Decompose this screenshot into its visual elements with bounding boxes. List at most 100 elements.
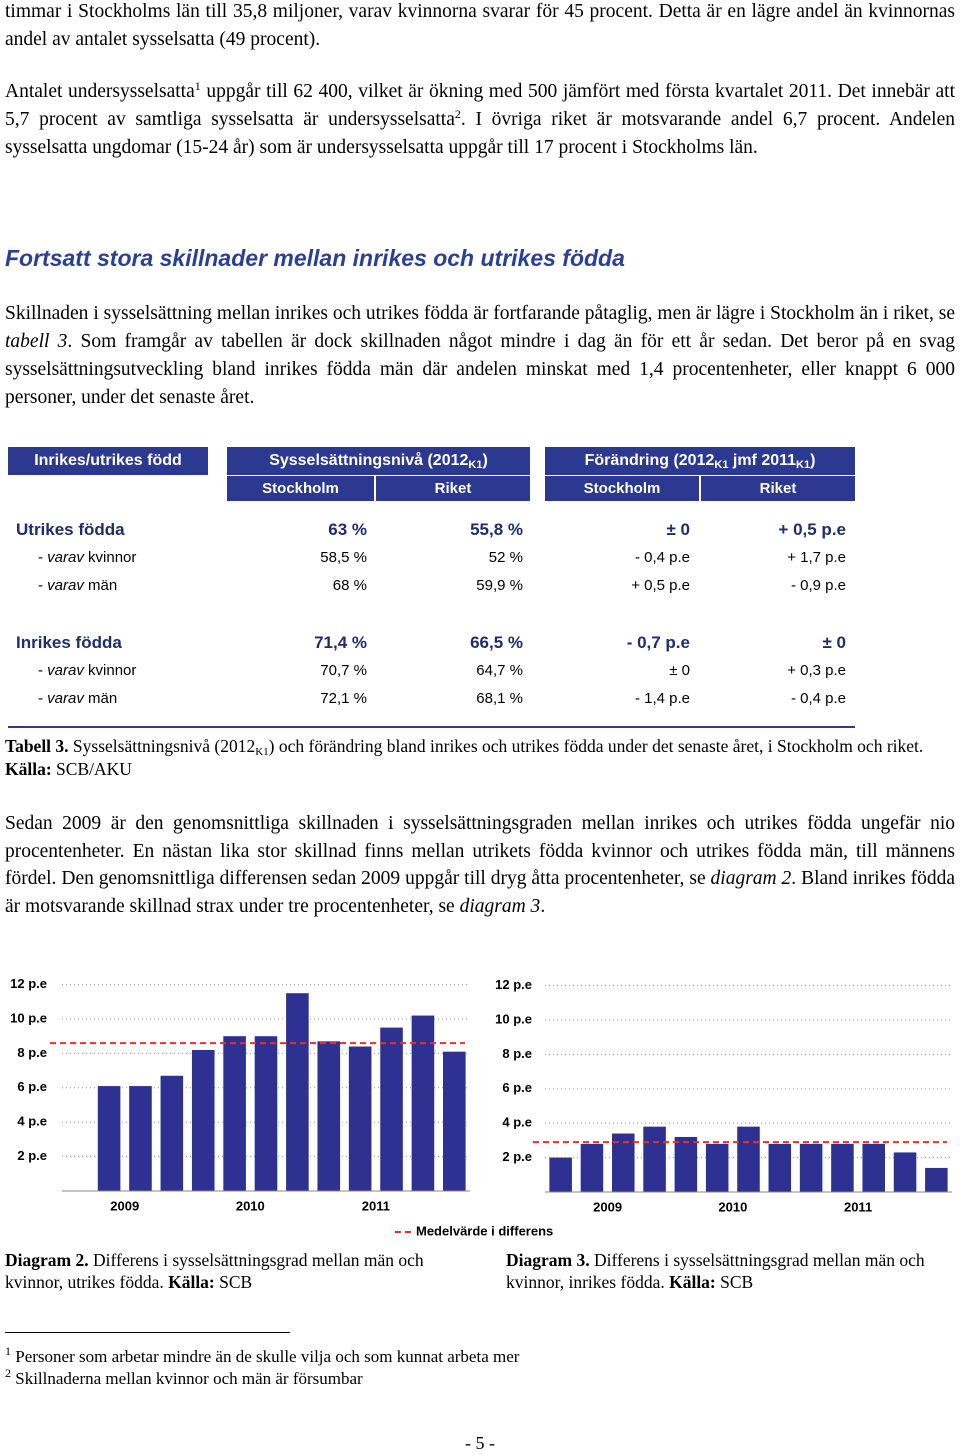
- text: . Som framgår av tabellen är dock skilln…: [5, 331, 955, 408]
- y-tick-label: 6 p.e: [502, 1080, 532, 1095]
- cell-value: - 0,4 p.e: [790, 690, 846, 707]
- text: Sysselsättningsnivå (2012: [68, 736, 256, 756]
- reference: diagram 3: [459, 895, 541, 917]
- text: Inrikes/utrikes född: [34, 452, 182, 469]
- cell-value: 52 %: [488, 549, 523, 566]
- bar: [893, 1152, 917, 1192]
- bar: [380, 1027, 403, 1191]
- text: kvinnor: [83, 549, 137, 566]
- cell-value: 63 %: [328, 520, 367, 539]
- row-label: - varav män: [38, 688, 117, 710]
- cell-value: 66,5 %: [470, 633, 523, 652]
- bar: [129, 1086, 152, 1191]
- footnote-rule: [5, 1332, 290, 1333]
- text: timmar i Stockholms län till 35,8 miljon…: [5, 1, 955, 50]
- cell-value: ± 0: [822, 633, 846, 652]
- text: -: [38, 549, 48, 566]
- subscript: K1: [796, 459, 811, 471]
- header-cell: Inrikes/utrikes född: [8, 447, 208, 475]
- text: Sedan 2009 är den genomsnittliga skillna…: [5, 813, 955, 889]
- x-tick-label: 2010: [236, 1198, 265, 1213]
- y-tick-label: 4 p.e: [17, 1114, 47, 1129]
- cell-value: + 0,3 p.e: [787, 662, 846, 679]
- table: Inrikes/utrikes född Sysselsättningsnivå…: [0, 447, 960, 737]
- bar: [286, 993, 309, 1191]
- text: Diagram 3.: [506, 1250, 590, 1270]
- charts: 2 p.e 4 p.e 6 p.e 8 p.e 10 p.e 12 p.e 2009 2010…: [10, 976, 952, 1238]
- text: Utrikes födda: [16, 520, 125, 539]
- bar: [611, 1133, 635, 1192]
- row-label: - varav kvinnor: [38, 547, 136, 569]
- text: Tabell 3.: [5, 736, 69, 756]
- text: . I övriga riket är motsvarande andel 6,…: [5, 109, 955, 158]
- cell-value: 55,8 %: [470, 520, 523, 539]
- text: Källa:: [168, 1272, 215, 1292]
- cell-value: - 0,9 p.e: [790, 577, 846, 594]
- text: varav: [47, 549, 84, 566]
- bar: [223, 1036, 246, 1191]
- bar: [254, 1036, 278, 1191]
- legend-label: Medelvärde i differens: [416, 1223, 553, 1238]
- footnote-number: 2: [5, 1366, 11, 1380]
- y-tick-label: 8 p.e: [502, 1046, 532, 1061]
- reference: tabell 3: [5, 331, 68, 352]
- bar: [862, 1143, 886, 1192]
- bar: [643, 1126, 666, 1192]
- text: Diagram 2.: [5, 1250, 89, 1270]
- paragraph: Antalet undersysselsatta1 uppgår till 62…: [5, 78, 955, 162]
- bar: [674, 1136, 698, 1192]
- text: Källa:: [669, 1272, 716, 1292]
- cell-value: 71,4 %: [314, 633, 367, 652]
- subheader-cell: Stockholm: [227, 476, 374, 501]
- text: varav: [47, 690, 84, 707]
- text: Inrikes födda: [16, 633, 122, 652]
- text: Källa:: [5, 759, 52, 779]
- y-tick-label: 10 p.e: [495, 1011, 532, 1026]
- text: Sysselsättningsnivå (2012: [269, 452, 469, 469]
- x-tick-label: 2010: [718, 1199, 747, 1214]
- subheader-cell: Riket: [376, 476, 530, 501]
- text: ) och förändring bland inrikes och utrik…: [268, 736, 924, 756]
- bar: [705, 1143, 729, 1192]
- text: -: [38, 662, 48, 679]
- text: . Bland inrikes födda är motsvarande ski…: [5, 868, 955, 917]
- y-tick-label: 2 p.e: [502, 1149, 532, 1164]
- bar: [97, 1086, 121, 1191]
- text: -: [38, 577, 48, 594]
- cell-value: - 0,4 p.e: [634, 549, 690, 566]
- text: varav: [47, 662, 84, 679]
- cell-value: + 1,7 p.e: [787, 549, 846, 566]
- subscript: K1: [714, 459, 729, 471]
- text: -: [38, 690, 48, 707]
- text: Skillnaderna mellan kvinnor och män är f…: [11, 1369, 363, 1388]
- text: män: [83, 690, 118, 707]
- x-tick-label: 2011: [362, 1198, 390, 1213]
- x-tick-label: 2009: [110, 1198, 139, 1213]
- bar: [191, 1049, 215, 1191]
- paragraph: Skillnaden i sysselsättning mellan inrik…: [5, 300, 955, 412]
- cell-value: ± 0: [666, 520, 690, 539]
- cell-value: + 0,5 p.e: [778, 520, 846, 539]
- text: Förändring (2012: [584, 452, 715, 469]
- text: kvinnor: [83, 662, 137, 679]
- cell-value: 68 %: [332, 577, 367, 594]
- text: Personer som arbetar mindre än de skulle…: [11, 1347, 520, 1366]
- row-label: - varav män: [38, 575, 117, 597]
- bar: [799, 1143, 823, 1192]
- text: SCB: [715, 1272, 754, 1292]
- text: uppgår till 62 400, vilket är ökning med…: [5, 81, 955, 130]
- subscript: K1: [255, 746, 269, 758]
- y-tick-label: 2 p.e: [17, 1148, 47, 1163]
- page-number: - 5 -: [465, 1433, 495, 1453]
- footnote-number: 1: [5, 1344, 11, 1358]
- table-caption: Tabell 3. Sysselsättningsnivå (2012K1) o…: [5, 735, 955, 781]
- cell-value: 64,7 %: [476, 662, 523, 679]
- cell-value: 72,1 %: [320, 690, 367, 707]
- y-tick-label: 10 p.e: [10, 1010, 47, 1025]
- row-label: Utrikes födda: [16, 519, 125, 541]
- y-tick-label: 4 p.e: [502, 1115, 532, 1130]
- cell-value: 58,5 %: [320, 549, 367, 566]
- y-tick-label: 6 p.e: [17, 1079, 47, 1094]
- chart-caption: Diagram 2. Differens i sysselsättningsgr…: [5, 1249, 435, 1293]
- footnote: 1 Personer som arbetar mindre än de skul…: [5, 1344, 520, 1368]
